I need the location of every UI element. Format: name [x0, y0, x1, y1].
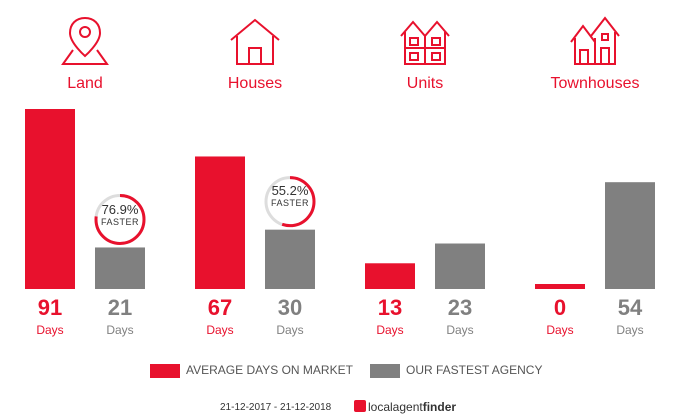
- house-icon: [230, 18, 280, 65]
- avg-bar-land: [25, 109, 75, 289]
- legend-avg-swatch: [150, 364, 180, 378]
- fast-bar-houses: [265, 229, 315, 289]
- fast-value-land: 21: [107, 295, 133, 320]
- avg-value-units: 13: [377, 295, 403, 320]
- avg-bar-townhouses: [535, 284, 585, 289]
- badge-houses-percent: 55.2%: [271, 183, 309, 198]
- category-label-land: Land: [67, 75, 103, 92]
- category-label-houses: Houses: [227, 75, 283, 92]
- badge-houses: 55.2% FASTER: [262, 183, 318, 208]
- land-map-pin-icon: [61, 16, 109, 65]
- units-building-icon: [400, 20, 450, 65]
- fast-unit-houses: Days: [276, 323, 304, 337]
- date-range: 21-12-2017 - 21-12-2018: [220, 402, 332, 413]
- badge-land-percent: 76.9%: [101, 202, 139, 217]
- fast-unit-land: Days: [106, 323, 134, 337]
- fast-unit-units: Days: [446, 323, 474, 337]
- badge-houses-word: FASTER: [270, 198, 309, 208]
- fast-bar-units: [435, 243, 485, 289]
- fast-value-units: 23: [447, 295, 473, 320]
- fast-unit-townhouses: Days: [616, 323, 644, 337]
- avg-value-land: 91: [37, 295, 63, 320]
- avg-value-houses: 67: [207, 295, 233, 320]
- townhouses-icon: [570, 16, 620, 65]
- avg-bar-units: [365, 263, 415, 289]
- badge-land-word: FASTER: [100, 217, 139, 227]
- avg-bar-houses: [195, 156, 245, 289]
- badge-land: 76.9% FASTER: [92, 202, 148, 227]
- fast-value-townhouses: 54: [617, 295, 643, 320]
- avg-unit-houses: Days: [206, 323, 234, 337]
- category-label-units: Units: [406, 75, 444, 92]
- badge-ring-houses: [264, 176, 316, 228]
- avg-unit-townhouses: Days: [546, 323, 574, 337]
- legend-avg-label: AVERAGE DAYS ON MARKET: [186, 363, 353, 377]
- fast-bar-townhouses: [605, 182, 655, 289]
- legend-fast-label: OUR FASTEST AGENCY: [406, 363, 543, 377]
- category-label-townhouses: Townhouses: [550, 75, 640, 92]
- brand-name-bold: finder: [422, 400, 457, 414]
- badge-ring-land: [94, 193, 146, 245]
- brand-name-light: localagent: [368, 400, 423, 414]
- fast-value-houses: 30: [277, 295, 303, 320]
- avg-unit-units: Days: [376, 323, 404, 337]
- legend-fast-swatch: [370, 364, 400, 378]
- fast-bar-land: [95, 247, 145, 289]
- localagentfinder-logo-icon: [354, 400, 366, 412]
- avg-unit-land: Days: [36, 323, 64, 337]
- brand-name: localagentfinder: [368, 400, 456, 414]
- avg-value-townhouses: 0: [553, 295, 567, 320]
